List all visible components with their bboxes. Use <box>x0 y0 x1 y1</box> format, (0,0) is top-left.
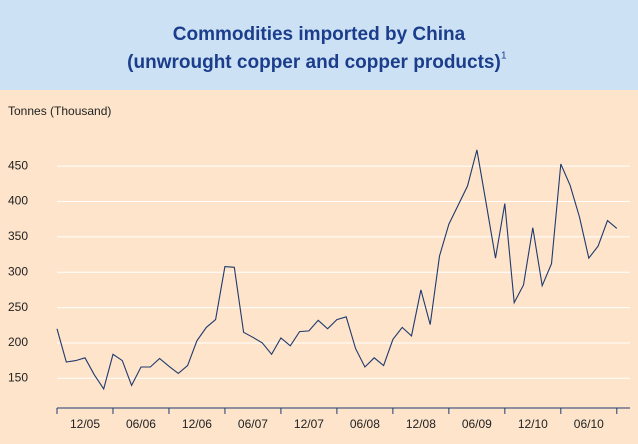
y-tick-label: 450 <box>8 158 28 172</box>
chart-subtitle: (unwrought copper and copper products) <box>127 52 501 73</box>
x-tick-label: 12/05 <box>70 417 100 431</box>
x-tick-label: 06/08 <box>350 417 380 431</box>
y-tick-label: 150 <box>8 370 28 384</box>
x-tick-label: 12/06 <box>182 417 212 431</box>
chart-title: Commodities imported by China <box>173 24 466 45</box>
x-tick-label: 06/09 <box>462 417 492 431</box>
footnote-mark: 1 <box>501 51 507 62</box>
line-series <box>56 149 618 391</box>
y-tick-label: 400 <box>8 194 28 208</box>
y-tick-label: 300 <box>8 264 28 278</box>
x-tick-label: 12/07 <box>294 417 324 431</box>
y-axis-label: Tonnes (Thousand) <box>8 104 111 118</box>
x-tick-label: 12/08 <box>406 417 436 431</box>
x-tick-label: 06/10 <box>574 417 604 431</box>
x-tick-label: 06/07 <box>238 417 268 431</box>
title-band <box>0 0 638 90</box>
x-tick-label: 06/06 <box>126 417 156 431</box>
x-tick-label: 12/10 <box>518 417 548 431</box>
y-tick-label: 200 <box>8 335 28 349</box>
y-tick-label: 350 <box>8 229 28 243</box>
y-tick-label: 250 <box>8 300 28 314</box>
